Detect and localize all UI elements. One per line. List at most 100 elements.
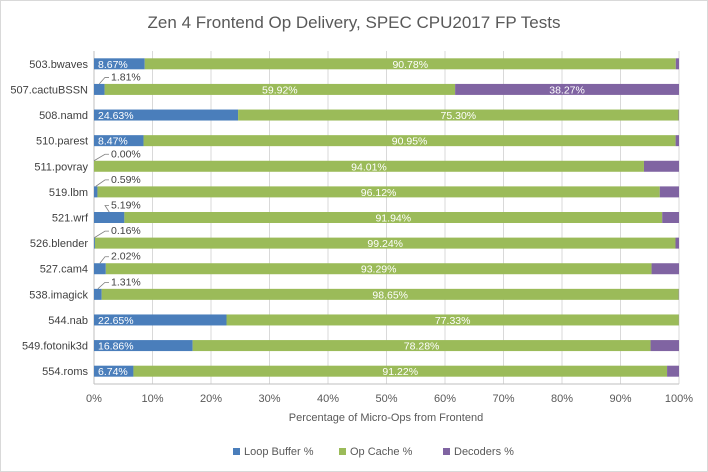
data-label: 1.81% xyxy=(111,71,141,83)
category-label: 554.roms xyxy=(42,366,88,378)
x-tick-label: 100% xyxy=(665,393,693,405)
data-label: 0.00% xyxy=(111,148,141,160)
bar-segment xyxy=(94,186,98,198)
bar-segment xyxy=(94,160,644,172)
x-tick-label: 80% xyxy=(551,393,573,405)
category-label: 538.imagick xyxy=(29,289,88,301)
data-label: 8.47% xyxy=(98,136,128,148)
category-labels: 503.bwaves 507.cactuBSSN 508.namd 510.pares… xyxy=(10,59,89,378)
data-label: 90.95% xyxy=(392,136,428,148)
legend-swatch xyxy=(339,448,346,455)
data-label: 94.01% xyxy=(351,161,387,173)
bar-segment xyxy=(94,365,134,377)
legend-entry: Op Cache % xyxy=(350,446,413,458)
data-label: 59.92% xyxy=(262,84,298,96)
bar-segment xyxy=(104,83,456,95)
bar-segment xyxy=(144,58,676,70)
bar-segment xyxy=(133,365,668,377)
data-label: 77.33% xyxy=(435,315,471,327)
x-tick-label: 90% xyxy=(609,393,631,405)
bar-segment xyxy=(124,212,663,223)
data-label: 98.65% xyxy=(372,289,408,301)
leader-line xyxy=(93,153,109,162)
bar-segment xyxy=(650,340,679,352)
data-label: 0.59% xyxy=(111,174,141,186)
chart-title: Zen 4 Frontend Op Delivery, SPEC CPU2017… xyxy=(148,13,561,32)
leader-line xyxy=(104,205,110,213)
category-label: 507.cactuBSSN xyxy=(10,84,88,96)
bar-segment xyxy=(101,288,679,300)
leader-line xyxy=(95,179,109,187)
bar-segment xyxy=(94,314,227,326)
bar-segment xyxy=(455,83,679,95)
bar-segment xyxy=(94,83,105,95)
bar-segment xyxy=(226,314,679,326)
bar-segment xyxy=(94,237,676,249)
x-axis-title: Percentage of Micro-Ops from Frontend xyxy=(289,412,483,424)
bar-segment xyxy=(143,135,676,147)
bar-segment xyxy=(94,58,145,70)
data-label: 24.63% xyxy=(98,110,134,122)
category-label: 527.cam4 xyxy=(40,264,88,276)
bar-segment xyxy=(94,340,193,352)
x-tick-label: 40% xyxy=(317,393,339,405)
x-axis-ticks: 0% 10% 20% 30% 40% 50% 60% 70% 80% 90% 100% xyxy=(86,393,693,405)
legend-entry: Loop Buffer % xyxy=(244,446,314,458)
bar-segment xyxy=(94,288,102,300)
legend-swatch xyxy=(233,448,240,455)
x-tick-label: 30% xyxy=(258,393,280,405)
data-label: 96.12% xyxy=(361,187,397,199)
data-label: 5.19% xyxy=(111,200,141,212)
bar-segment xyxy=(192,340,651,352)
leader-line xyxy=(99,256,109,264)
bar-segment xyxy=(651,263,679,275)
x-tick-label: 10% xyxy=(141,393,163,405)
bars xyxy=(94,58,679,377)
bar-segment xyxy=(94,237,95,249)
data-label: 93.29% xyxy=(361,264,397,276)
category-label: 544.nab xyxy=(48,315,88,327)
category-label: 511.povray xyxy=(34,161,88,173)
category-label: 503.bwaves xyxy=(29,59,88,71)
leader-line xyxy=(98,77,109,85)
bar-segment xyxy=(94,263,106,275)
x-tick-label: 70% xyxy=(492,393,514,405)
bar-segment xyxy=(94,109,239,121)
data-label: 99.24% xyxy=(367,238,403,250)
bar-segment xyxy=(675,58,679,70)
data-labels: 8.67% 90.78% 1.81% 59.92% 38.27% 24.63% 75.30%… xyxy=(93,59,585,378)
x-tick-label: 20% xyxy=(200,393,222,405)
category-label: 526.blender xyxy=(30,238,88,250)
category-label: 521.wrf xyxy=(52,213,89,225)
bar-segment xyxy=(662,212,679,223)
bar-segment xyxy=(643,160,679,172)
data-label: 16.86% xyxy=(98,341,134,353)
data-label: 1.31% xyxy=(111,276,141,288)
data-label: 0.16% xyxy=(111,225,141,237)
data-label: 6.74% xyxy=(98,366,128,378)
bar-segment xyxy=(659,186,679,198)
bar-segment xyxy=(97,186,660,198)
bar-segment xyxy=(675,135,679,147)
category-label: 510.parest xyxy=(36,136,88,148)
bar-segment xyxy=(94,212,125,223)
bar-segment xyxy=(105,263,652,275)
x-tick-label: 0% xyxy=(86,393,102,405)
data-label: 90.78% xyxy=(392,59,428,71)
legend-entry: Decoders % xyxy=(454,446,514,458)
category-label: 549.fotonik3d xyxy=(22,341,88,353)
bar-segment xyxy=(675,237,679,249)
legend: Loop Buffer % Op Cache % Decoders % xyxy=(233,446,514,458)
category-label: 519.lbm xyxy=(49,187,88,199)
x-tick-label: 60% xyxy=(434,393,456,405)
leader-line xyxy=(94,230,109,238)
data-label: 75.30% xyxy=(441,110,477,122)
bar-segment xyxy=(94,135,144,147)
data-label: 2.02% xyxy=(111,251,141,263)
data-label: 8.67% xyxy=(98,59,128,71)
data-label: 91.22% xyxy=(382,366,418,378)
bar-segment xyxy=(238,109,679,121)
leader-line xyxy=(97,281,109,290)
